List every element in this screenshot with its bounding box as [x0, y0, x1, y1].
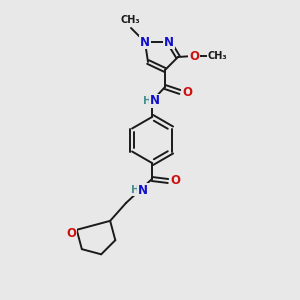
Text: N: N — [150, 94, 160, 107]
Text: N: N — [140, 35, 150, 49]
Text: O: O — [189, 50, 199, 62]
Text: N: N — [138, 184, 148, 196]
Text: H: H — [142, 96, 152, 106]
Text: O: O — [182, 85, 192, 98]
Text: CH₃: CH₃ — [120, 15, 140, 25]
Text: O: O — [67, 227, 77, 240]
Text: H: H — [130, 185, 140, 195]
Text: CH₃: CH₃ — [207, 51, 227, 61]
Text: O: O — [170, 175, 180, 188]
Text: N: N — [164, 35, 174, 49]
